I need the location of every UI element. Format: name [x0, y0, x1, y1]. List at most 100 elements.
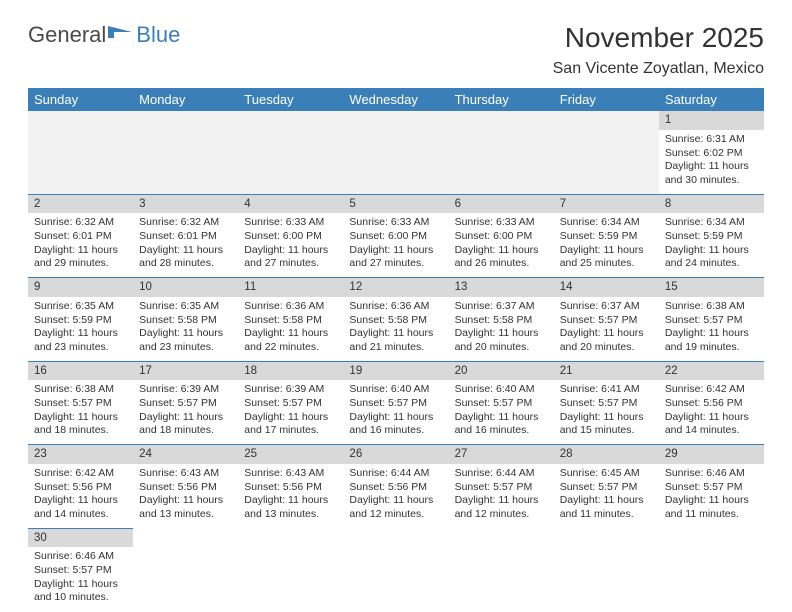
daylight-text: Daylight: 11 hours and 18 minutes.	[139, 411, 232, 438]
day-number: 26	[343, 445, 448, 464]
weekday-header: Friday	[554, 88, 659, 111]
calendar-row: 1Sunrise: 6:31 AMSunset: 6:02 PMDaylight…	[28, 111, 764, 194]
calendar-cell: 15Sunrise: 6:38 AMSunset: 5:57 PMDayligh…	[659, 278, 764, 362]
sunset-text: Sunset: 5:58 PM	[139, 314, 232, 328]
sunset-text: Sunset: 5:57 PM	[34, 564, 127, 578]
daylight-text: Daylight: 11 hours and 24 minutes.	[665, 244, 758, 271]
day-number: 28	[554, 445, 659, 464]
calendar-cell: 4Sunrise: 6:33 AMSunset: 6:00 PMDaylight…	[238, 194, 343, 278]
sunset-text: Sunset: 5:56 PM	[139, 481, 232, 495]
calendar-cell: 22Sunrise: 6:42 AMSunset: 5:56 PMDayligh…	[659, 361, 764, 445]
daylight-text: Daylight: 11 hours and 14 minutes.	[665, 411, 758, 438]
day-number: 5	[343, 195, 448, 214]
sunset-text: Sunset: 6:01 PM	[139, 230, 232, 244]
day-number: 2	[28, 195, 133, 214]
weekday-header: Tuesday	[238, 88, 343, 111]
calendar-cell: 28Sunrise: 6:45 AMSunset: 5:57 PMDayligh…	[554, 445, 659, 529]
daylight-text: Daylight: 11 hours and 23 minutes.	[139, 327, 232, 354]
weekday-header-row: SundayMondayTuesdayWednesdayThursdayFrid…	[28, 88, 764, 111]
day-number: 3	[133, 195, 238, 214]
calendar-cell: 29Sunrise: 6:46 AMSunset: 5:57 PMDayligh…	[659, 445, 764, 529]
calendar-cell: 21Sunrise: 6:41 AMSunset: 5:57 PMDayligh…	[554, 361, 659, 445]
calendar-cell: 3Sunrise: 6:32 AMSunset: 6:01 PMDaylight…	[133, 194, 238, 278]
calendar-cell-blank	[343, 528, 448, 611]
sunset-text: Sunset: 5:56 PM	[244, 481, 337, 495]
sunset-text: Sunset: 5:57 PM	[139, 397, 232, 411]
weekday-header: Monday	[133, 88, 238, 111]
sunset-text: Sunset: 5:59 PM	[560, 230, 653, 244]
day-number: 7	[554, 195, 659, 214]
sunset-text: Sunset: 5:58 PM	[349, 314, 442, 328]
sunset-text: Sunset: 5:57 PM	[34, 397, 127, 411]
sunrise-text: Sunrise: 6:39 AM	[139, 383, 232, 397]
sunrise-text: Sunrise: 6:46 AM	[665, 467, 758, 481]
calendar-row: 30Sunrise: 6:46 AMSunset: 5:57 PMDayligh…	[28, 528, 764, 611]
daylight-text: Daylight: 11 hours and 20 minutes.	[560, 327, 653, 354]
sunrise-text: Sunrise: 6:36 AM	[349, 300, 442, 314]
sunset-text: Sunset: 6:02 PM	[665, 147, 758, 161]
day-number: 27	[449, 445, 554, 464]
calendar-cell-blank	[554, 528, 659, 611]
daylight-text: Daylight: 11 hours and 16 minutes.	[349, 411, 442, 438]
daylight-text: Daylight: 11 hours and 16 minutes.	[455, 411, 548, 438]
sunrise-text: Sunrise: 6:33 AM	[349, 216, 442, 230]
sunrise-text: Sunrise: 6:38 AM	[665, 300, 758, 314]
sunrise-text: Sunrise: 6:32 AM	[34, 216, 127, 230]
daylight-text: Daylight: 11 hours and 21 minutes.	[349, 327, 442, 354]
day-number: 18	[238, 362, 343, 381]
logo-text-1: General	[28, 22, 106, 48]
daylight-text: Daylight: 11 hours and 10 minutes.	[34, 578, 127, 605]
sunset-text: Sunset: 5:59 PM	[34, 314, 127, 328]
day-number: 25	[238, 445, 343, 464]
sunrise-text: Sunrise: 6:37 AM	[455, 300, 548, 314]
sunset-text: Sunset: 5:57 PM	[560, 481, 653, 495]
calendar-cell-blank	[659, 528, 764, 611]
calendar-cell: 12Sunrise: 6:36 AMSunset: 5:58 PMDayligh…	[343, 278, 448, 362]
calendar-cell: 8Sunrise: 6:34 AMSunset: 5:59 PMDaylight…	[659, 194, 764, 278]
calendar-body: 1Sunrise: 6:31 AMSunset: 6:02 PMDaylight…	[28, 111, 764, 611]
day-number: 24	[133, 445, 238, 464]
calendar-cell: 24 Sunrise: 6:43 AMSunset: 5:56 PMDayligh…	[133, 445, 238, 529]
daylight-text: Daylight: 11 hours and 13 minutes.	[244, 494, 337, 521]
sunrise-text: Sunrise: 6:43 AM	[139, 467, 232, 481]
calendar-cell-blank	[238, 111, 343, 194]
sunrise-text: Sunrise: 6:32 AM	[139, 216, 232, 230]
logo-flag-icon	[106, 22, 136, 48]
sunrise-text: Sunrise: 6:37 AM	[560, 300, 653, 314]
daylight-text: Daylight: 11 hours and 15 minutes.	[560, 411, 653, 438]
calendar-cell: 27Sunrise: 6:44 AMSunset: 5:57 PMDayligh…	[449, 445, 554, 529]
day-number: 21	[554, 362, 659, 381]
daylight-text: Daylight: 11 hours and 22 minutes.	[244, 327, 337, 354]
sunrise-text: Sunrise: 6:40 AM	[349, 383, 442, 397]
day-number: 30	[28, 529, 133, 548]
day-number: 23	[28, 445, 133, 464]
calendar-cell: 6Sunrise: 6:33 AMSunset: 6:00 PMDaylight…	[449, 194, 554, 278]
calendar-cell: 2Sunrise: 6:32 AMSunset: 6:01 PMDaylight…	[28, 194, 133, 278]
calendar-cell-blank	[238, 528, 343, 611]
daylight-text: Daylight: 11 hours and 23 minutes.	[34, 327, 127, 354]
weekday-header: Thursday	[449, 88, 554, 111]
page: General Blue November 2025 San Vicente Z…	[0, 0, 792, 611]
title-block: November 2025 San Vicente Zoyatlan, Mexi…	[553, 22, 764, 78]
daylight-text: Daylight: 11 hours and 19 minutes.	[665, 327, 758, 354]
sunrise-text: Sunrise: 6:35 AM	[34, 300, 127, 314]
weekday-header: Saturday	[659, 88, 764, 111]
daylight-text: Daylight: 11 hours and 20 minutes.	[455, 327, 548, 354]
sunrise-text: Sunrise: 6:42 AM	[34, 467, 127, 481]
calendar-cell: 26Sunrise: 6:44 AMSunset: 5:56 PMDayligh…	[343, 445, 448, 529]
calendar-cell-blank	[449, 528, 554, 611]
sunset-text: Sunset: 5:57 PM	[560, 397, 653, 411]
calendar-row: 16Sunrise: 6:38 AMSunset: 5:57 PMDayligh…	[28, 361, 764, 445]
daylight-text: Daylight: 11 hours and 13 minutes.	[139, 494, 232, 521]
calendar-row: 23Sunrise: 6:42 AMSunset: 5:56 PMDayligh…	[28, 445, 764, 529]
daylight-text: Daylight: 11 hours and 30 minutes.	[665, 160, 758, 187]
sunset-text: Sunset: 5:58 PM	[244, 314, 337, 328]
sunrise-text: Sunrise: 6:34 AM	[560, 216, 653, 230]
sunrise-text: Sunrise: 6:33 AM	[455, 216, 548, 230]
calendar-cell: 19Sunrise: 6:40 AMSunset: 5:57 PMDayligh…	[343, 361, 448, 445]
sunset-text: Sunset: 5:59 PM	[665, 230, 758, 244]
day-number: 6	[449, 195, 554, 214]
sunset-text: Sunset: 5:58 PM	[455, 314, 548, 328]
calendar-cell-blank	[554, 111, 659, 194]
sunrise-text: Sunrise: 6:34 AM	[665, 216, 758, 230]
